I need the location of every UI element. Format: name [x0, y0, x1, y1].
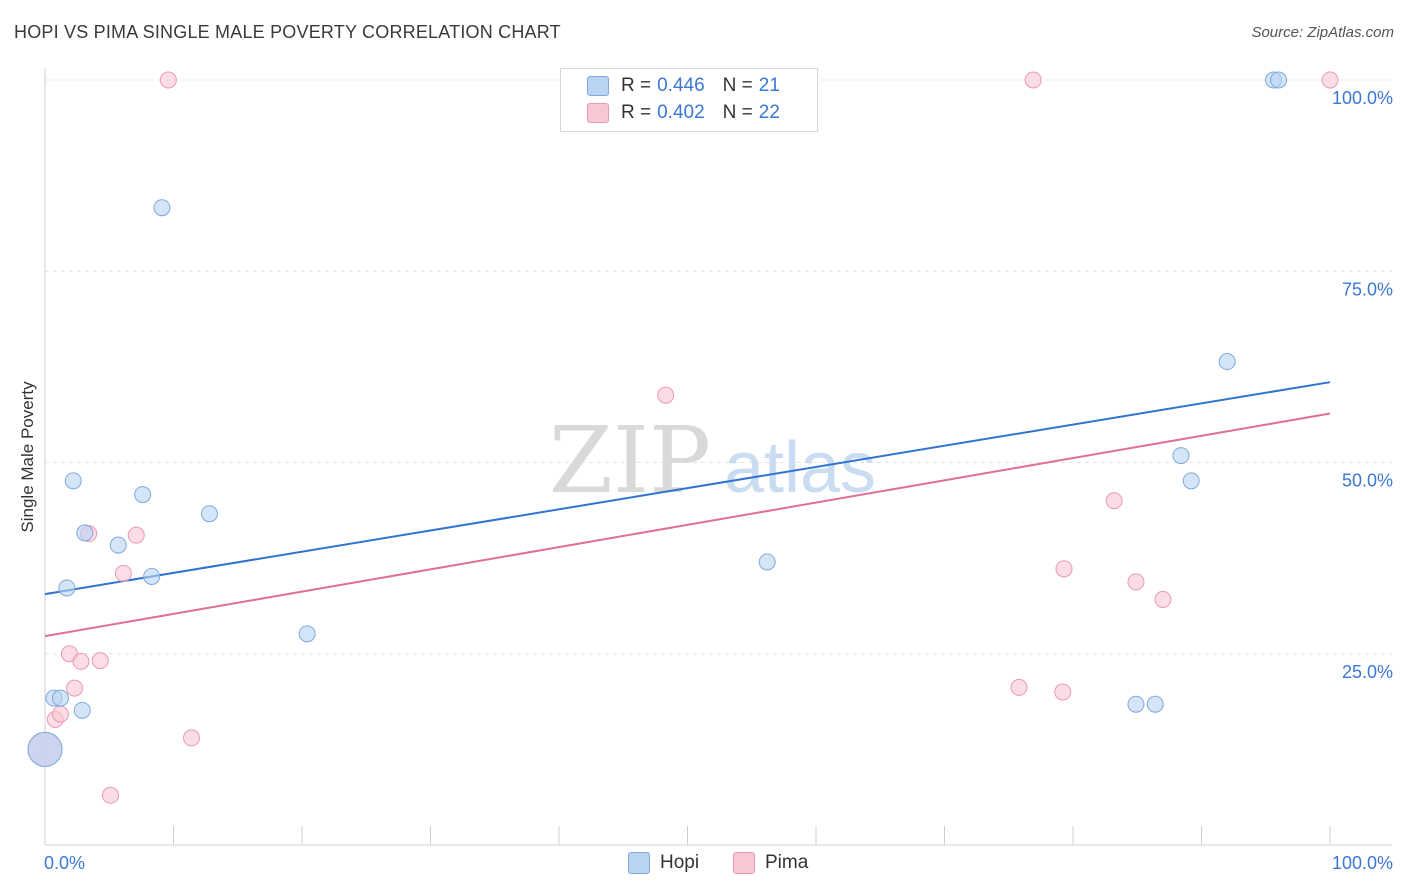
bottom-legend-hopi: Hopi: [628, 852, 699, 874]
hopi-point: [298, 625, 316, 643]
pima-point: [1321, 71, 1339, 89]
hopi-point: [109, 536, 127, 554]
legend-row-pima: R = 0.402 N = 22: [587, 102, 780, 124]
pima-point: [1024, 71, 1042, 89]
pima-point: [1055, 560, 1073, 578]
hopi-point: [758, 553, 776, 571]
hopi-point: [1172, 447, 1190, 465]
legend-r-value: 0.446: [657, 75, 705, 96]
gridlines: [45, 79, 1392, 655]
axes: [44, 68, 1392, 846]
pima-point: [102, 786, 120, 804]
pima-swatch: [587, 103, 609, 123]
pima-point: [51, 705, 69, 723]
legend-n-value: 22: [758, 102, 780, 123]
pima-point: [114, 564, 132, 582]
hopi-point: [58, 579, 76, 597]
legend-n-label: N =: [722, 75, 753, 96]
source-label: Source: ZipAtlas.com: [1251, 24, 1394, 41]
pima-point: [127, 526, 145, 544]
hopi-point: [134, 486, 152, 504]
hopi-point: [1218, 353, 1236, 371]
pima-legend-label: Pima: [765, 852, 809, 873]
hopi-point: [64, 472, 82, 490]
pima-legend-swatch: [733, 852, 755, 874]
hopi-legend-label: Hopi: [660, 852, 700, 873]
hopi-point: [1146, 695, 1164, 713]
hopi-point: [73, 701, 91, 719]
bottom-legend-pima: Pima: [733, 852, 808, 874]
hopi-trend-line: [44, 381, 1331, 596]
hopi-point: [1270, 71, 1288, 89]
legend-r-label: R =: [621, 102, 652, 123]
x-tick-label: 0.0%: [44, 853, 85, 873]
data-points: [27, 71, 1339, 804]
stats-legend: R = 0.446 N = 21 R = 0.402 N = 22: [560, 68, 818, 132]
pima-point: [1054, 683, 1072, 701]
pima-point: [182, 729, 200, 747]
hopi-point: [143, 567, 161, 585]
tick-labels: 25.0% 50.0% 75.0% 100.0% 0.0% 100.0%: [44, 88, 1393, 873]
pima-point: [657, 386, 675, 404]
hopi-swatch: [587, 76, 609, 96]
hopi-point: [27, 731, 63, 767]
watermark-zip: ZIP: [549, 407, 711, 514]
hopi-point: [1182, 472, 1200, 490]
pima-point: [1154, 590, 1172, 608]
hopi-point: [76, 524, 94, 542]
legend-row-hopi: R = 0.446 N = 21: [587, 75, 780, 97]
pima-point: [1127, 573, 1145, 591]
y-tick-label: 50.0%: [1342, 471, 1393, 491]
pima-trend-line: [44, 412, 1331, 638]
hopi-point: [153, 199, 171, 217]
pima-point: [159, 71, 177, 89]
pima-point: [91, 652, 109, 670]
legend-r-value: 0.402: [657, 102, 705, 123]
legend-r-label: R =: [621, 75, 652, 96]
hopi-point: [200, 505, 218, 523]
pima-point: [1010, 678, 1028, 696]
trend-lines: [44, 381, 1331, 638]
pima-point: [66, 679, 84, 697]
y-tick-label: 75.0%: [1342, 279, 1393, 299]
y-tick-label: 25.0%: [1342, 662, 1393, 682]
legend-n-value: 21: [758, 75, 780, 96]
hopi-point: [1127, 695, 1145, 713]
pima-point: [72, 652, 90, 670]
hopi-point: [51, 689, 69, 707]
watermark: ZIP atlas: [549, 407, 876, 514]
x-tick-label: 100.0%: [1332, 853, 1393, 873]
legend-n-label: N =: [722, 102, 753, 123]
watermark-atlas: atlas: [724, 428, 876, 508]
chart-title: HOPI VS PIMA SINGLE MALE POVERTY CORRELA…: [14, 22, 561, 42]
y-tick-label: 100.0%: [1332, 88, 1393, 108]
hopi-legend-swatch: [628, 852, 650, 874]
pima-point: [1105, 492, 1123, 510]
